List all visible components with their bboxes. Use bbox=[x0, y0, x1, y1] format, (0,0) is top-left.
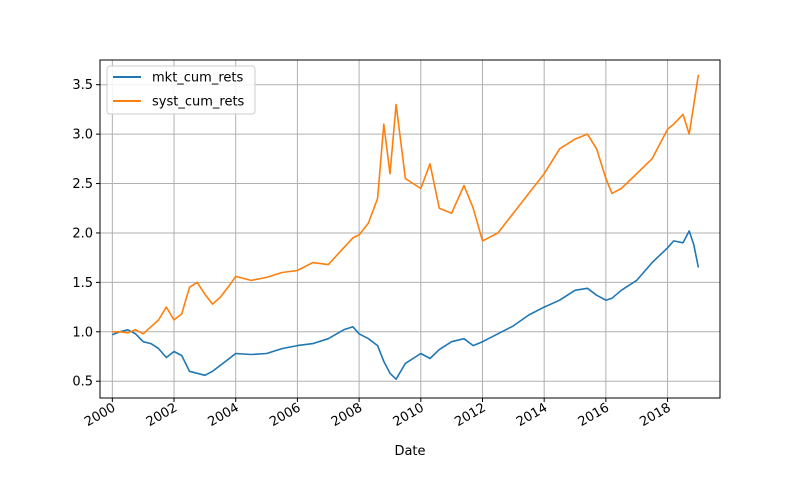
y-tick-label: 3.5 bbox=[72, 78, 93, 93]
x-tick-label: 2018 bbox=[637, 400, 673, 430]
y-axis: 0.5 1.0 1.5 2.0 2.5 3.0 3.5 bbox=[72, 78, 100, 390]
legend-box bbox=[106, 65, 256, 115]
x-tick-label: 2000 bbox=[82, 400, 118, 430]
x-tick-label: 2004 bbox=[206, 400, 242, 430]
y-tick-label: 0.5 bbox=[72, 375, 93, 390]
legend: mkt_cum_rets syst_cum_rets bbox=[106, 65, 256, 115]
series-lines bbox=[112, 74, 700, 381]
x-tick-label: 2012 bbox=[452, 400, 488, 430]
x-tick-label: 2014 bbox=[514, 400, 550, 430]
grid bbox=[100, 60, 720, 398]
y-tick-label: 3.0 bbox=[72, 128, 93, 143]
x-tick-label: 2016 bbox=[576, 400, 612, 430]
series-line-mkt-cum-rets bbox=[112, 230, 700, 381]
legend-label-mkt-cum-rets: mkt_cum_rets bbox=[152, 71, 243, 86]
y-tick-label: 2.5 bbox=[72, 177, 93, 192]
x-axis: 2000 2002 2004 2006 2008 2010 2012 2014 2016 2018 bbox=[82, 398, 674, 430]
legend-label-syst-cum-rets: syst_cum_rets bbox=[152, 95, 245, 110]
x-tick-label: 2010 bbox=[391, 400, 427, 430]
y-tick-label: 1.0 bbox=[72, 325, 93, 340]
x-axis-title: Date bbox=[394, 444, 425, 459]
y-tick-label: 2.0 bbox=[72, 226, 93, 241]
plot-frame bbox=[99, 59, 721, 399]
x-tick-label: 2006 bbox=[267, 400, 303, 430]
x-tick-label: 2002 bbox=[144, 400, 180, 430]
series-line-syst-cum-rets bbox=[112, 74, 700, 335]
x-tick-label: 2008 bbox=[329, 400, 365, 430]
y-tick-label: 1.5 bbox=[72, 276, 93, 291]
